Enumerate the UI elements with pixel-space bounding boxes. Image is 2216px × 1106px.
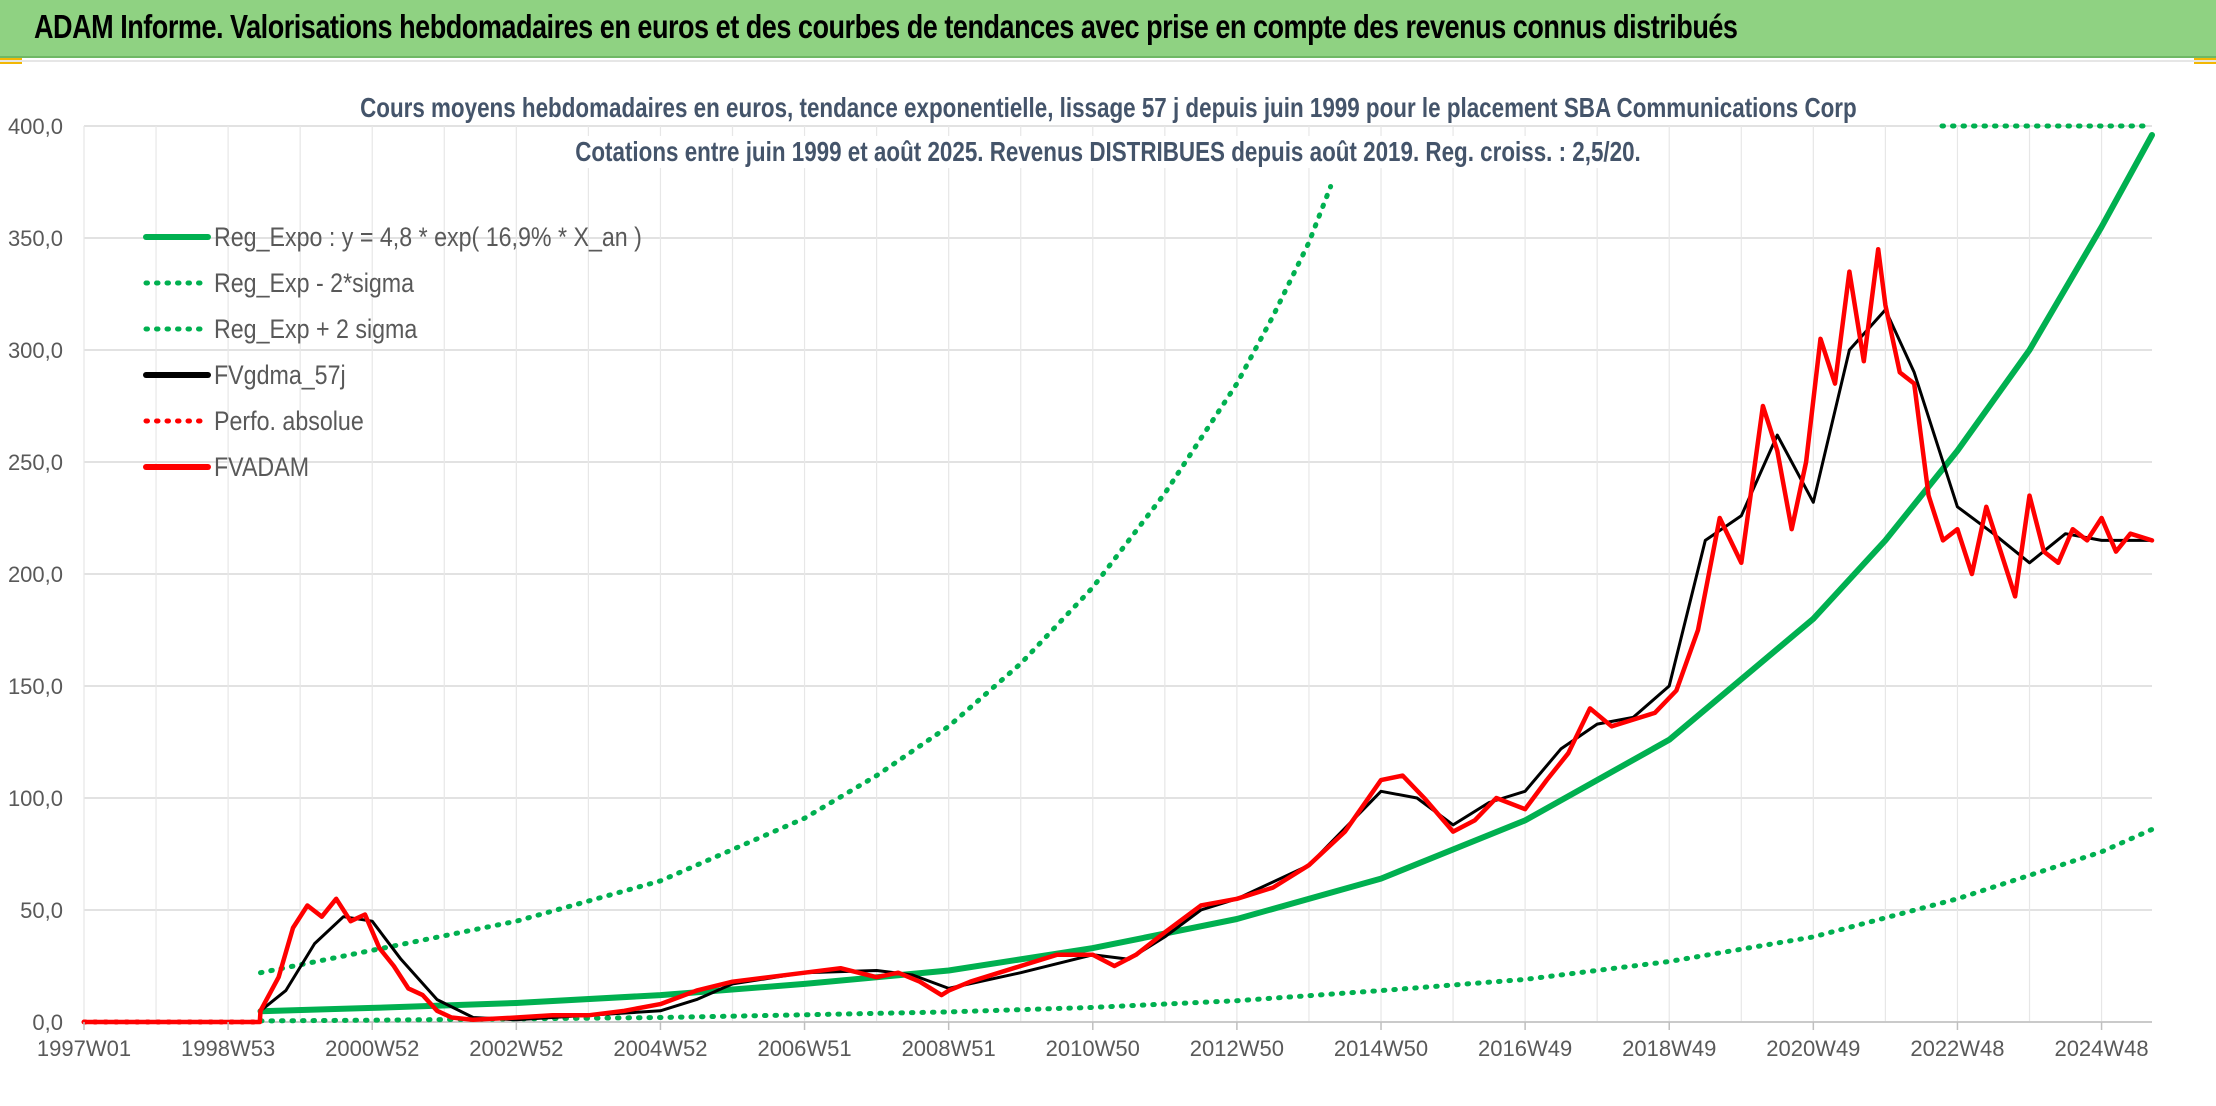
legend-item: Reg_Exp + 2 sigma — [142, 306, 712, 352]
legend-label: Perfo. absolue — [214, 405, 364, 436]
x-tick-label: 2012W50 — [1190, 1036, 1284, 1061]
legend-swatch — [143, 464, 211, 470]
series-line-5 — [81, 246, 2155, 1025]
y-tick-label: 150,0 — [8, 674, 63, 699]
title-banner: ADAM Informe. Valorisations hebdomadaire… — [0, 0, 2216, 58]
legend-label: Reg_Exp + 2 sigma — [214, 313, 418, 344]
x-tick-label: 2006W51 — [757, 1036, 851, 1061]
x-tick-label: 2008W51 — [902, 1036, 996, 1061]
chart-subtitle: Cotations entre juin 1999 et août 2025. … — [0, 136, 2216, 168]
y-tick-label: 400,0 — [8, 114, 63, 139]
legend-label: FVADAM — [214, 451, 310, 482]
y-tick-label: 250,0 — [8, 450, 63, 475]
legend-item: Reg_Expo : y = 4,8 * exp( 16,9% * X_an ) — [142, 214, 712, 260]
legend-item: FVADAM — [142, 444, 712, 490]
legend-swatch — [143, 418, 211, 424]
x-tick-label: 2016W49 — [1478, 1036, 1572, 1061]
x-tick-label: 2002W52 — [469, 1036, 563, 1061]
x-tick-label: 2014W50 — [1334, 1036, 1428, 1061]
legend-item: FVgdma_57j — [142, 352, 712, 398]
y-tick-label: 0,0 — [32, 1010, 63, 1035]
legend-label: Reg_Exp - 2*sigma — [214, 267, 415, 298]
x-tick-label: 2024W48 — [2054, 1036, 2148, 1061]
x-tick-label: 2022W48 — [1910, 1036, 2004, 1061]
y-tick-label: 350,0 — [8, 226, 63, 251]
x-tick-label: 1997W01 — [37, 1036, 131, 1061]
y-axis-ticks: 0,0 50,0 100,0 150,0 200,0 250,0 300,0 350,0 400… — [8, 114, 63, 1035]
chart-subtitle-text: Cotations entre juin 1999 et août 2025. … — [567, 136, 1649, 168]
legend-label: FVgdma_57j — [214, 359, 346, 390]
chart-title: Cours moyens hebdomadaires en euros, ten… — [0, 92, 2216, 124]
legend-item: Reg_Exp - 2*sigma — [142, 260, 712, 306]
series-line-2 — [258, 184, 1334, 976]
x-tick-label: 1998W53 — [181, 1036, 275, 1061]
gridlines — [83, 125, 2152, 1023]
y-tick-label: 200,0 — [8, 562, 63, 587]
series-line-1 — [258, 826, 2155, 1024]
legend-swatch — [143, 234, 211, 240]
x-tick-label: 2000W52 — [325, 1036, 419, 1061]
legend-swatch — [143, 280, 211, 286]
y-tick-label: 50,0 — [20, 898, 63, 923]
y-tick-label: 300,0 — [8, 338, 63, 363]
x-tick-label: 2010W50 — [1046, 1036, 1140, 1061]
legend-item: Perfo. absolue — [142, 398, 712, 444]
x-tick-label: 2018W49 — [1622, 1036, 1716, 1061]
chart-area — [0, 60, 2216, 1106]
legend-swatch — [143, 326, 211, 332]
x-axis-ticks: 1997W01 1998W53 2000W52 2002W52 2004W52 2006W… — [37, 1022, 2149, 1061]
legend-label: Reg_Expo : y = 4,8 * exp( 16,9% * X_an ) — [214, 221, 642, 252]
series-line-0 — [257, 132, 2155, 1015]
series-group — [81, 123, 2155, 1025]
legend-swatch — [143, 372, 211, 378]
chart-title-text: Cours moyens hebdomadaires en euros, ten… — [351, 92, 1865, 124]
y-tick-label: 100,0 — [8, 786, 63, 811]
banner-title: ADAM Informe. Valorisations hebdomadaire… — [34, 8, 1738, 45]
x-tick-label: 2004W52 — [613, 1036, 707, 1061]
x-tick-label: 2020W49 — [1766, 1036, 1860, 1061]
legend: Reg_Expo : y = 4,8 * exp( 16,9% * X_an )… — [142, 214, 712, 490]
